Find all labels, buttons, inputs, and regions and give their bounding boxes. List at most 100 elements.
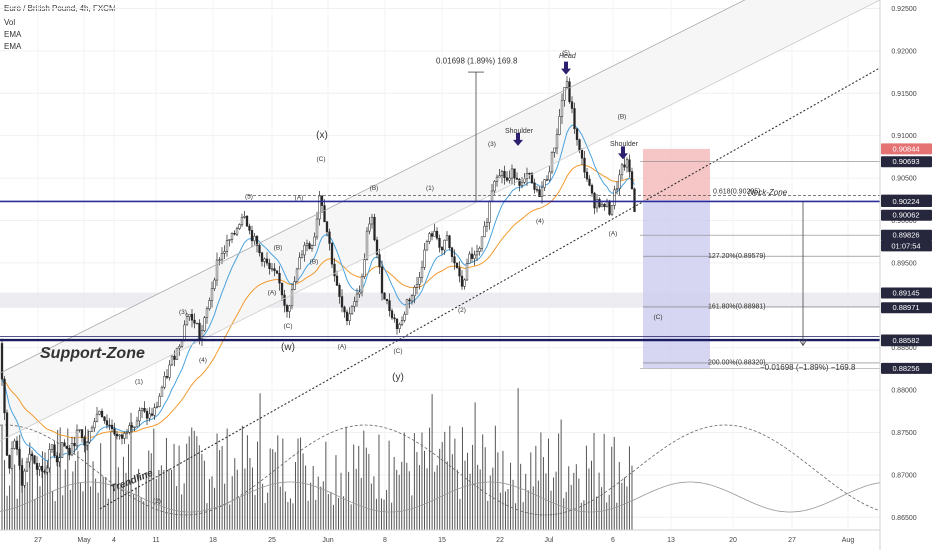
candle-body xyxy=(95,413,99,422)
candle-body xyxy=(458,267,461,277)
candle-body xyxy=(313,236,316,246)
wave-label-12: (B) xyxy=(310,259,319,266)
price-tag-0: 0.90844 xyxy=(892,144,919,153)
ema-slow-line xyxy=(1,164,635,439)
wave-label-11: (B) xyxy=(274,244,283,251)
candle-body xyxy=(63,442,66,447)
candle-body xyxy=(43,470,46,473)
candle-body xyxy=(528,172,531,175)
candle-body xyxy=(118,434,121,437)
price-tick-10: 0.87000 xyxy=(891,472,916,479)
candle-body xyxy=(80,429,84,438)
candle-body xyxy=(188,314,191,317)
candle-body xyxy=(168,364,171,378)
candle-body xyxy=(378,254,381,268)
candle-body xyxy=(145,411,149,419)
candle-body xyxy=(420,267,424,278)
candle-body xyxy=(235,228,239,235)
wave-label-23: (2) xyxy=(153,498,161,505)
candle-body xyxy=(223,251,226,254)
candle-body xyxy=(598,199,601,208)
candle-body xyxy=(555,134,559,149)
candle-body xyxy=(565,81,569,88)
candle-body xyxy=(238,224,241,229)
price-tag-10: 0.88582 xyxy=(892,336,919,345)
time-tick-7: 8 xyxy=(383,537,387,544)
candle-body xyxy=(368,223,371,232)
candle-body xyxy=(348,313,351,321)
candle-body xyxy=(495,176,499,182)
candle-body xyxy=(610,205,614,215)
wave-label-21: (y) xyxy=(392,372,404,383)
candle-body xyxy=(88,431,91,443)
candle-body xyxy=(195,322,199,325)
candle-body xyxy=(398,324,401,329)
candle-body xyxy=(570,101,574,109)
wave-label-3: (4) xyxy=(536,218,544,225)
candle-body xyxy=(8,455,11,469)
candle-body xyxy=(273,268,276,271)
candle-body xyxy=(440,247,444,251)
candle-body xyxy=(418,277,421,285)
price-axis[interactable]: 0.92500 0.92000 0.91500 0.91000 0.90500 0.900… xyxy=(879,0,932,550)
candle-body xyxy=(15,440,19,450)
price-tag-7: 0.89145 xyxy=(892,288,919,297)
price-tag-bg-6 xyxy=(881,240,932,252)
time-tick-11: 6 xyxy=(611,537,615,544)
fib-1618-label: 161.80%(0.88981) xyxy=(708,304,766,311)
candle-body xyxy=(203,317,206,331)
price-tag-3: 0.90224 xyxy=(892,197,919,206)
candle-body xyxy=(185,316,189,326)
candle-body xyxy=(318,195,321,220)
price-tag-11: 0.88256 xyxy=(892,364,919,373)
candle-body xyxy=(163,376,166,388)
candle-body xyxy=(158,395,161,407)
candle-body xyxy=(485,222,489,227)
measure-bottom-label: −0.01698 (−1.89%) −169.8 xyxy=(760,363,856,372)
time-tick-14: 27 xyxy=(788,537,796,544)
indicator-ema-label[interactable]: EMA xyxy=(4,30,22,39)
candle-body xyxy=(253,235,256,242)
candle-body xyxy=(448,235,451,249)
candle-body xyxy=(553,147,556,153)
time-tick-4: 18 xyxy=(209,537,217,544)
candle-body xyxy=(365,230,369,260)
candle-body xyxy=(193,319,196,324)
candle-body xyxy=(198,322,201,339)
price-tag-bg-11 xyxy=(881,362,932,374)
wave-label-14: (C) xyxy=(283,323,292,330)
time-tick-8: 15 xyxy=(438,537,446,544)
candle-body xyxy=(498,175,501,178)
wave-label-9: (B) xyxy=(370,185,379,192)
candle-body xyxy=(633,188,636,212)
indicator-vol-label[interactable]: Vol xyxy=(4,18,16,27)
wave-label-0: (5) xyxy=(562,50,570,57)
candle-body xyxy=(183,324,186,341)
candle-body xyxy=(470,253,474,259)
candle-body xyxy=(53,444,56,457)
price-tag-bg-8 xyxy=(881,302,932,314)
candle-body xyxy=(93,421,96,429)
candle-body xyxy=(18,449,21,466)
candle-body xyxy=(333,263,336,277)
ema-lines xyxy=(1,124,635,462)
candle-body xyxy=(150,413,154,416)
candle-body xyxy=(435,230,439,239)
wave-label-7: (5) xyxy=(245,193,253,200)
candle-body xyxy=(295,268,299,282)
fib-200-label: 200.00%(0.88320) xyxy=(708,360,766,367)
price-tick-8: 0.88000 xyxy=(891,388,916,395)
support-zone-label: Support-Zone xyxy=(40,345,145,362)
candle-body xyxy=(518,179,521,186)
time-axis[interactable]: 27 May 4 11 18 25 Jun 8 15 22 Jul 6 13 20 27 Aug xyxy=(0,529,880,544)
candle-body xyxy=(133,426,136,428)
candle-body xyxy=(535,189,539,191)
candle-body xyxy=(363,259,366,278)
candle-body xyxy=(450,247,454,257)
wave-label-8: (A) xyxy=(295,194,304,201)
candle-body xyxy=(175,347,179,360)
indicator-ema2-label[interactable]: EMA xyxy=(4,42,22,51)
candle-body xyxy=(515,177,519,180)
candle-body xyxy=(310,245,314,249)
